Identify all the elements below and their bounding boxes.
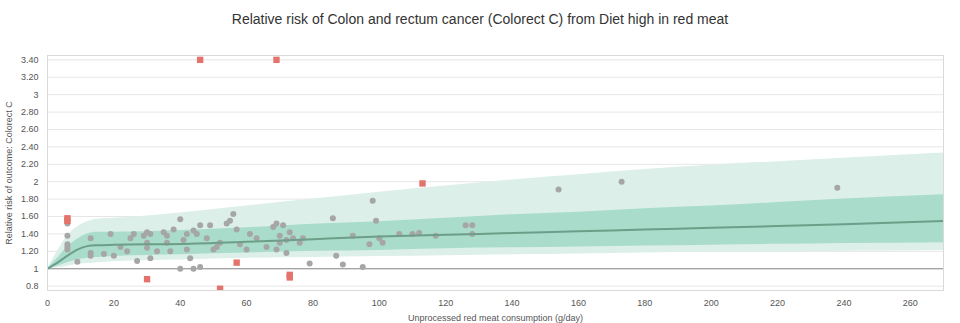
svg-text:Relative risk of outcome: Colo: Relative risk of outcome: Colorect C: [4, 101, 14, 245]
svg-text:3.20: 3.20: [21, 72, 39, 82]
svg-text:140: 140: [505, 298, 520, 308]
html-text:Relative risk of Colon and rec: Relative risk of Colon and rectum cancer…: [231, 11, 729, 27]
svg-text:40: 40: [175, 298, 185, 308]
svg-text:3.40: 3.40: [21, 55, 39, 65]
svg-text:260: 260: [903, 298, 918, 308]
svg-text:1.60: 1.60: [21, 211, 39, 221]
svg-text:20: 20: [109, 298, 119, 308]
svg-text:220: 220: [770, 298, 785, 308]
svg-text:1: 1: [33, 264, 38, 274]
svg-text:2.40: 2.40: [21, 142, 39, 152]
svg-text:2.60: 2.60: [21, 124, 39, 134]
svg-text:1.20: 1.20: [21, 246, 39, 256]
svg-text:0.8: 0.8: [26, 281, 39, 291]
svg-text:0: 0: [45, 298, 50, 308]
svg-text:80: 80: [308, 298, 318, 308]
svg-text:160: 160: [571, 298, 586, 308]
svg-text:2: 2: [33, 177, 38, 187]
svg-text:1.80: 1.80: [21, 194, 39, 204]
svg-text:180: 180: [637, 298, 652, 308]
svg-text:240: 240: [836, 298, 851, 308]
svg-text:3: 3: [33, 90, 38, 100]
svg-text:100: 100: [372, 298, 387, 308]
svg-text:200: 200: [704, 298, 719, 308]
svg-text:2.20: 2.20: [21, 159, 39, 169]
svg-text:60: 60: [242, 298, 252, 308]
svg-text:120: 120: [438, 298, 453, 308]
svg-text:Unprocessed red meat consumpti: Unprocessed red meat consumption (g/day): [408, 313, 583, 323]
svg-text:1.40: 1.40: [21, 229, 39, 239]
svg-text:2.80: 2.80: [21, 107, 39, 117]
